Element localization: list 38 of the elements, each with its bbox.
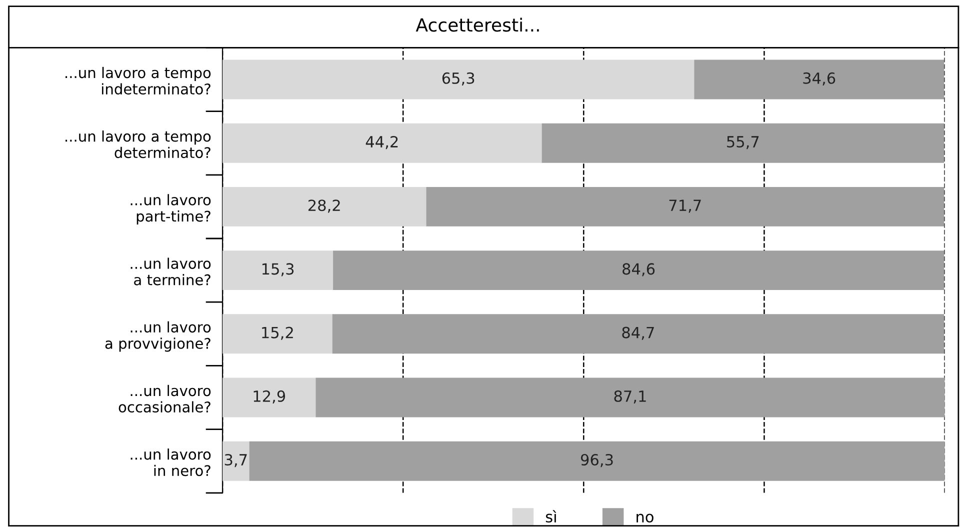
y-tick-label: ...un lavoro occasionale?: [118, 384, 211, 413]
y-tick-label: ...un lavoro part-time?: [130, 194, 211, 225]
data-label: 87,1: [614, 390, 646, 404]
bar: [333, 250, 944, 290]
y-tick-label: ...un lavoro a termine?: [130, 258, 211, 286]
chart-title: Accetteresti...: [416, 18, 539, 32]
y-tick-label: ...un lavoro in nero?: [130, 448, 211, 476]
bar: [222, 60, 694, 100]
data-label: 71,7: [669, 200, 701, 213]
data-label: 34,6: [803, 72, 836, 86]
data-label: 55,7: [727, 136, 759, 150]
bar: [426, 186, 944, 226]
y-tick-label: ...un lavoro a provvigione?: [105, 321, 211, 352]
bar: [694, 60, 944, 100]
data-label: 96,3: [580, 454, 613, 468]
legend-label: no: [636, 514, 654, 523]
bar: [222, 250, 334, 290]
data-label: 44,2: [366, 136, 398, 150]
bar: [222, 186, 426, 226]
legend-label: sì: [546, 510, 556, 523]
data-label: 84,6: [622, 263, 655, 276]
data-label: 3,7: [224, 454, 247, 468]
data-label: 12,9: [254, 390, 286, 404]
bar: [316, 378, 945, 418]
data-label: 65,3: [442, 72, 474, 86]
bar: [222, 123, 542, 163]
bar: [542, 123, 944, 163]
data-label: 28,2: [308, 200, 340, 213]
bar: [222, 314, 332, 354]
y-tick-label: ...un lavoro a tempo indeterminato?: [66, 66, 211, 95]
bar: [222, 378, 316, 418]
bar: [249, 441, 945, 481]
data-label: 84,7: [622, 326, 654, 340]
bar: [332, 314, 944, 354]
data-label: 15,3: [262, 263, 294, 276]
bar: [222, 441, 250, 481]
y-tick-label: ...un lavoro a tempo determinato?: [66, 130, 211, 158]
data-label: 15,2: [262, 326, 293, 340]
